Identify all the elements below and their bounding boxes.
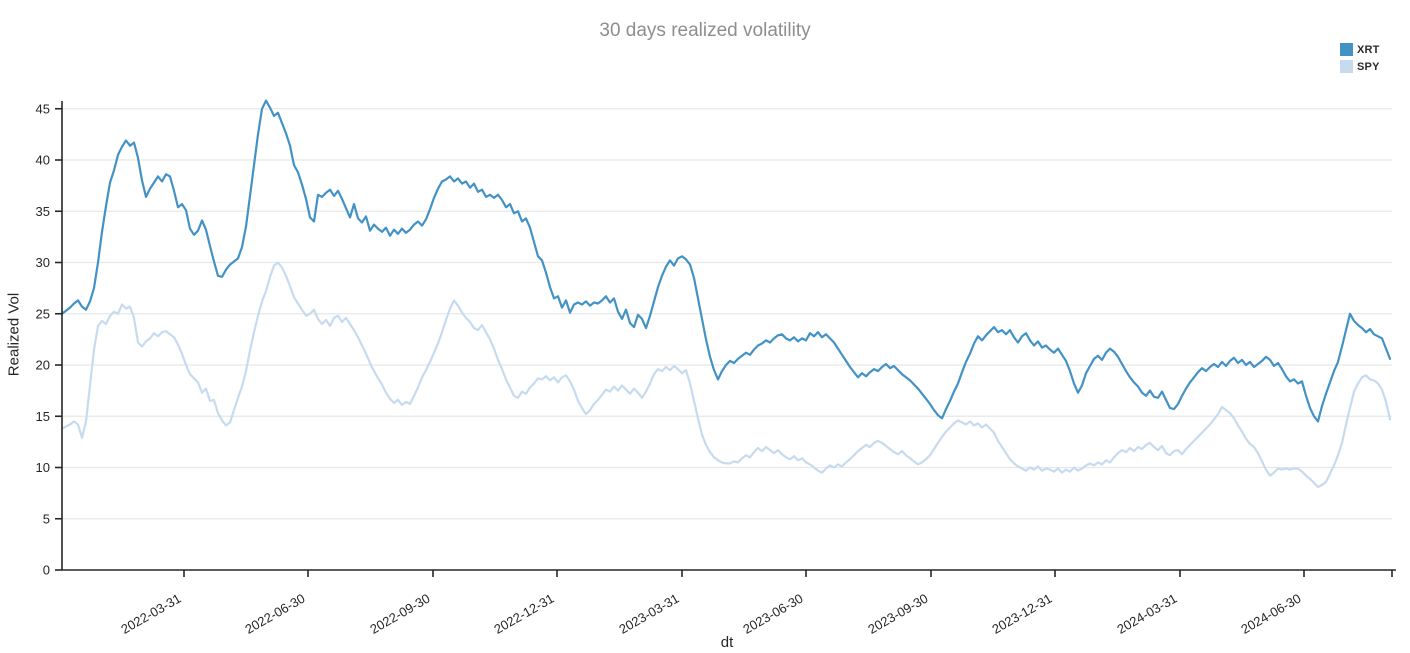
legend-item-spy: SPY xyxy=(1340,58,1380,75)
x-tick-label-8: 2024-03-31 xyxy=(1114,591,1179,637)
x-tick-label-4: 2023-03-31 xyxy=(616,591,681,637)
y-tick-label-35: 35 xyxy=(36,204,50,219)
y-tick-label-30: 30 xyxy=(36,255,50,270)
x-axis-title: dt xyxy=(720,634,734,651)
y-tick-label-5: 5 xyxy=(43,511,50,526)
x-tick-label-1: 2022-06-30 xyxy=(242,591,307,637)
y-tick-label-15: 15 xyxy=(36,409,50,424)
xrt-swatch-icon xyxy=(1340,43,1353,56)
x-tick-label-0: 2022-03-31 xyxy=(118,591,183,637)
y-tick-label-45: 45 xyxy=(36,101,50,116)
spy-swatch-icon xyxy=(1340,60,1353,73)
legend-item-xrt: XRT xyxy=(1340,41,1380,58)
legend: XRT SPY xyxy=(1340,41,1380,75)
y-tick-label-10: 10 xyxy=(36,460,50,475)
xrt-line xyxy=(60,99,1392,423)
y-tick-label-0: 0 xyxy=(43,563,50,578)
legend-label-spy: SPY xyxy=(1357,60,1380,73)
y-tick-label-40: 40 xyxy=(36,153,50,168)
spy-line xyxy=(60,261,1392,489)
y-tick-label-25: 25 xyxy=(36,306,50,321)
y-tick-label-20: 20 xyxy=(36,358,50,373)
y-axis-title: Realized Vol xyxy=(5,292,23,377)
x-tick-label-7: 2023-12-31 xyxy=(989,591,1054,637)
x-tick-label-5: 2023-06-30 xyxy=(740,591,805,637)
chart-title: 30 days realized volatility xyxy=(599,20,811,41)
x-tick-label-2: 2022-09-30 xyxy=(367,591,432,637)
x-tick-label-9: 2024-06-30 xyxy=(1238,591,1303,637)
legend-label-xrt: XRT xyxy=(1357,43,1380,56)
x-tick-label-3: 2022-12-31 xyxy=(491,591,556,637)
x-tick-label-6: 2023-09-30 xyxy=(865,591,930,637)
